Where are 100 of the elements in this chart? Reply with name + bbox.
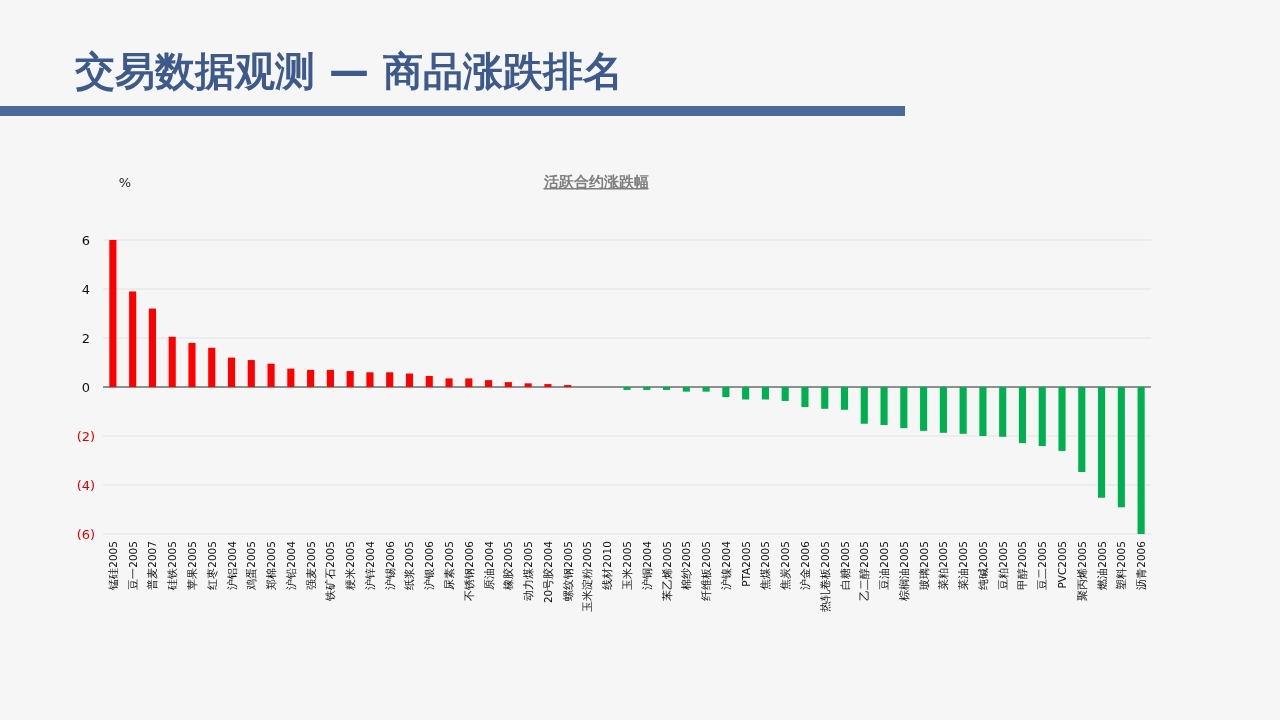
bar [346, 371, 354, 387]
x-tick-label: 郑棉2005 [265, 541, 278, 590]
bar [643, 387, 651, 390]
x-tick-label: 橡胶2005 [502, 541, 515, 590]
x-tick-label: 螺纹钢2005 [561, 541, 574, 601]
bar [880, 387, 888, 425]
x-tick-label: 焦炭2005 [779, 541, 792, 590]
bar [485, 380, 493, 387]
bar [860, 387, 868, 424]
bar [544, 384, 552, 387]
bar [1098, 387, 1106, 498]
bar [227, 357, 236, 387]
bar [287, 368, 295, 387]
x-tick-label: 豆粕2005 [996, 541, 1009, 590]
x-tick-label: 纤维板2005 [700, 541, 713, 601]
y-tick-label: 0 [81, 380, 91, 395]
y-tick-label: 6 [81, 233, 91, 248]
bar [247, 360, 255, 387]
x-tick-label: 苹果2005 [185, 541, 198, 590]
bar [840, 387, 849, 410]
x-tick-label: 不锈钢2006 [462, 540, 475, 601]
x-tick-label: 玉米淀粉2005 [581, 541, 594, 612]
bar [129, 291, 137, 387]
bar [662, 387, 671, 390]
bar [979, 387, 987, 436]
x-tick-label: 线材2010 [601, 541, 614, 590]
x-tick-label: 沪锌2004 [363, 540, 376, 590]
x-tick-label: 沪铅2004 [284, 540, 297, 590]
y-tick-label: (2) [76, 429, 96, 444]
bar [366, 372, 374, 387]
bar [425, 375, 433, 387]
x-tick-label: 棕榈油2005 [897, 541, 910, 601]
x-tick-label: 普麦2007 [146, 541, 159, 590]
x-tick-label: 豆一2005 [126, 541, 139, 590]
bar [742, 387, 750, 400]
bar [445, 378, 453, 387]
x-tick-label: 塑料2005 [1115, 541, 1128, 590]
y-tick-label: (6) [76, 527, 96, 542]
bar [920, 387, 928, 431]
x-tick-label: 豆二2005 [1036, 541, 1049, 590]
chart-subtitle: 活跃合约涨跌幅 [542, 173, 649, 191]
x-tick-label: 纸浆2005 [403, 541, 416, 590]
x-tick-label: 硅铁2005 [166, 541, 179, 591]
y-axis-title: % [118, 175, 132, 190]
x-tick-label: 乙二醇2005 [858, 541, 871, 601]
x-tick-label: 聚丙烯2005 [1075, 541, 1088, 601]
bar [1117, 387, 1125, 508]
x-tick-label: 沪铜2004 [640, 540, 653, 590]
x-tick-label: 尿素2005 [443, 541, 456, 590]
bar [168, 336, 176, 387]
chart-title: 交易数据观测 — 商品涨跌排名 [74, 48, 623, 94]
bar [702, 387, 710, 392]
bar [307, 369, 315, 387]
bar [267, 363, 275, 387]
x-tick-label: PTA2005 [739, 541, 752, 587]
x-tick-label: 动力煤2005 [522, 541, 535, 601]
x-tick-label: 玉米2005 [621, 541, 633, 590]
y-tick-label: 4 [81, 282, 91, 297]
x-tick-label: 鸡蛋2005 [245, 541, 258, 591]
bar [900, 387, 908, 429]
bar [1137, 387, 1145, 534]
bar [781, 387, 789, 401]
bar [504, 382, 512, 387]
x-tick-label: 苯乙烯2005 [660, 541, 673, 601]
x-tick-label: 菜油2005 [957, 541, 970, 590]
x-tick-label: 豆油2005 [878, 541, 891, 590]
x-tick-label: 白糖2005 [838, 541, 851, 590]
x-tick-label: 红枣2005 [205, 541, 218, 590]
bar [722, 387, 730, 398]
bar [109, 240, 117, 387]
bar [623, 387, 631, 390]
x-tick-label: 玻璃2005 [917, 541, 930, 590]
x-tick-label: 锰硅2005 [106, 541, 119, 591]
x-tick-label: 沪铝2004 [225, 540, 238, 590]
bar [682, 387, 690, 392]
x-tick-label: 棉纱2005 [680, 541, 693, 590]
bar [1038, 387, 1046, 447]
x-tick-label: 沥青2006 [1135, 540, 1148, 590]
bar [405, 373, 414, 387]
x-tick-label: PVC2005 [1056, 541, 1069, 589]
x-tick-label: 热轧卷板2005 [818, 541, 831, 612]
bar [821, 387, 829, 409]
x-tick-label: 沪镍2004 [719, 540, 732, 590]
bar [1078, 387, 1086, 473]
bar [208, 347, 216, 387]
bar [524, 383, 532, 387]
y-tick-label: (4) [76, 478, 96, 493]
x-tick-label: 20号胶2004 [541, 540, 554, 604]
bar [188, 342, 196, 387]
x-tick-label: 粳米2005 [344, 541, 357, 590]
bar [959, 387, 967, 434]
x-tick-label: 铁矿石2005 [324, 541, 337, 602]
bar [1058, 387, 1066, 451]
x-tick-label: 沪金2006 [798, 540, 811, 590]
x-tick-label: 原油2004 [482, 540, 495, 590]
x-tick-label: 纯碱2005 [976, 541, 989, 590]
bar [386, 372, 394, 387]
bar [148, 308, 156, 387]
bar [1018, 387, 1027, 444]
x-tick-label: 沪锡2006 [383, 540, 396, 590]
